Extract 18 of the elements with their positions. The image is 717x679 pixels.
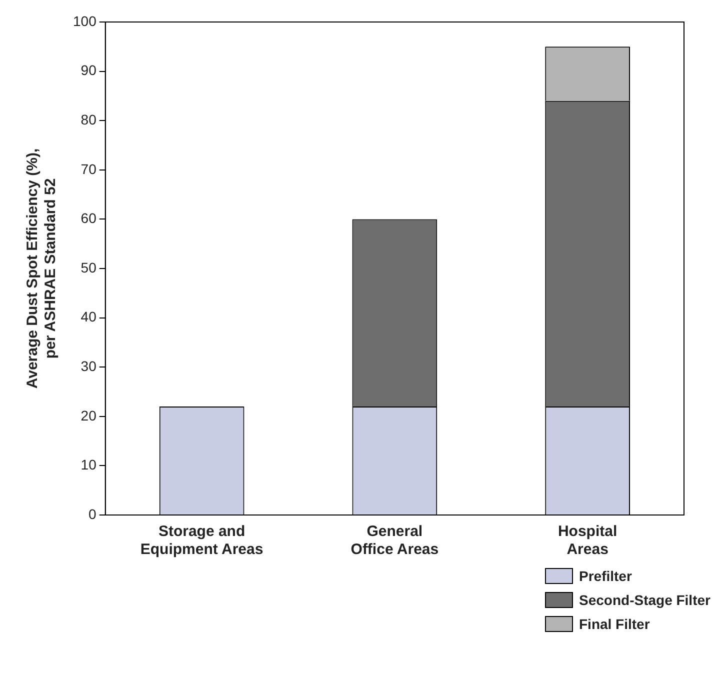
y-tick-label: 10 [80, 456, 97, 473]
y-tick-label: 50 [80, 259, 97, 276]
y-tick-label: 0 [88, 506, 97, 522]
legend-label: Prefilter [579, 568, 632, 584]
legend-label: Final Filter [579, 616, 650, 632]
x-tick-label: Storage and Equipment Areas [140, 523, 264, 558]
x-tick-label: Hospital Areas [558, 523, 618, 558]
y-tick-label: 90 [80, 62, 97, 78]
y-tick-label: 70 [80, 160, 97, 177]
y-tick-label: 40 [80, 308, 97, 325]
y-axis-title: Average Dust Spot Efficiency (%), per ASHRAE Standard 52 [24, 148, 60, 389]
legend-label: Second-Stage Filter [579, 592, 710, 608]
y-tick-label: 100 [73, 12, 97, 29]
y-tick-label: 20 [80, 407, 97, 424]
y-tick-label: 30 [80, 358, 97, 374]
x-tick-label: General Office Areas [350, 523, 439, 558]
y-tick-label: 60 [80, 210, 97, 226]
y-tick-label: 80 [80, 111, 97, 128]
